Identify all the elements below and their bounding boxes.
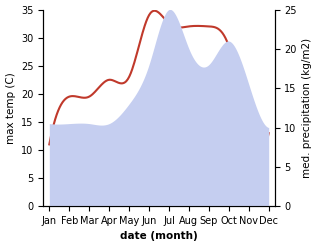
Y-axis label: med. precipitation (kg/m2): med. precipitation (kg/m2) [302, 38, 313, 178]
X-axis label: date (month): date (month) [120, 231, 198, 242]
Y-axis label: max temp (C): max temp (C) [5, 72, 16, 144]
